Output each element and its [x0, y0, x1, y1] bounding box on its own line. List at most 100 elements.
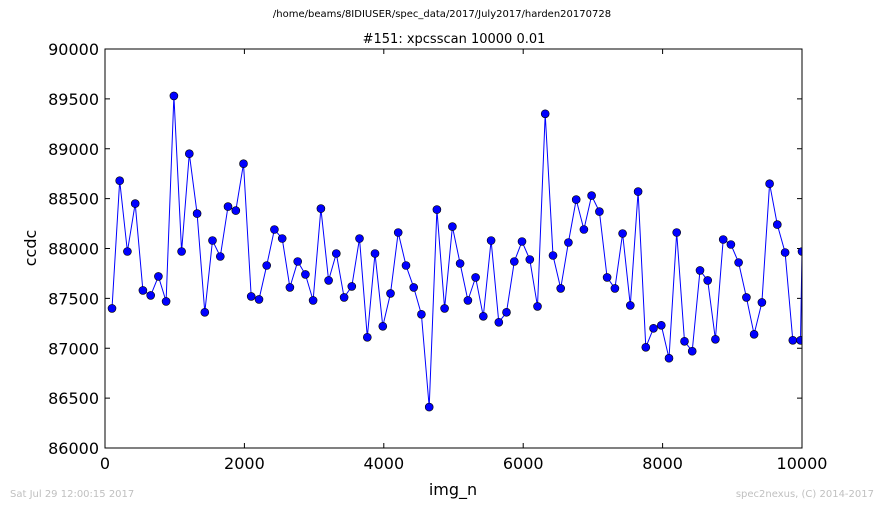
data-point: [401, 261, 411, 270]
data-point: [154, 272, 163, 281]
data-point: [478, 311, 488, 321]
data-point: [494, 317, 504, 327]
y-tick-label: 87500: [48, 289, 99, 308]
data-point: [370, 249, 380, 258]
x-axis-label: img_n: [429, 480, 477, 500]
data-point: [788, 335, 798, 345]
y-tick-label: 90000: [48, 40, 99, 59]
data-point: [463, 296, 473, 305]
data-point: [502, 307, 511, 317]
data-point: [331, 249, 341, 258]
data-point: [796, 336, 802, 345]
x-tick-label: 4000: [363, 454, 404, 473]
data-point: [517, 237, 527, 246]
data-point: [378, 321, 388, 331]
data-point: [649, 323, 658, 333]
data-point: [509, 257, 519, 266]
series-group: [107, 91, 802, 412]
data-point: [664, 353, 674, 363]
data-point: [293, 257, 303, 266]
data-point: [587, 191, 596, 200]
data-point: [161, 297, 171, 306]
data-point: [270, 225, 279, 234]
y-tick-label: 89000: [48, 140, 99, 159]
data-point: [308, 296, 318, 305]
data-point: [262, 261, 272, 270]
data-point: [533, 302, 542, 311]
tick-labels: 0 2000 4000 6000 8000 10000 86000 86500 87000 875…: [48, 40, 827, 473]
data-point: [687, 346, 697, 356]
data-point: [602, 273, 612, 282]
data-point: [424, 402, 434, 412]
data-point: [432, 205, 442, 214]
data-point: [347, 282, 357, 291]
data-point: [718, 235, 728, 244]
data-point: [595, 207, 604, 216]
figure-suptitle: /home/beams/8IDIUSER/spec_data/2017/July…: [272, 9, 612, 20]
data-point: [556, 284, 566, 293]
x-tick-label: 2000: [224, 454, 265, 473]
x-tick-label: 6000: [503, 454, 544, 473]
y-tick-label: 88000: [48, 240, 99, 259]
data-point: [618, 229, 627, 238]
data-point: [765, 179, 774, 188]
data-point: [757, 298, 767, 307]
data-point: [355, 234, 364, 243]
data-point: [107, 304, 117, 313]
data-point: [223, 202, 233, 211]
data-point: [146, 291, 155, 300]
plot-area: [107, 91, 802, 412]
chart-title: #151: xpcsscan 10000 0.01: [363, 32, 546, 47]
series-line: [111, 95, 802, 408]
data-point: [177, 247, 186, 256]
data-point: [703, 276, 713, 285]
data-point: [285, 283, 295, 292]
data-point: [362, 332, 372, 342]
data-point: [324, 276, 333, 285]
data-point: [749, 329, 759, 339]
data-point: [571, 195, 581, 204]
y-tick-label: 86500: [48, 389, 99, 408]
data-point: [486, 236, 496, 245]
data-point: [448, 222, 457, 231]
data-point: [246, 292, 256, 301]
data-point: [772, 220, 782, 229]
data-point: [115, 176, 124, 185]
data-point: [625, 301, 635, 310]
data-point: [525, 255, 535, 264]
data-point: [610, 284, 620, 293]
footer-credit: spec2nexus, (C) 2014-2017: [735, 489, 874, 500]
data-point: [742, 293, 751, 302]
data-point: [440, 304, 449, 313]
data-point: [734, 258, 743, 267]
data-point: [192, 209, 202, 218]
data-point: [680, 336, 689, 346]
data-point: [726, 240, 736, 249]
data-point: [797, 247, 802, 256]
data-point: [208, 236, 217, 245]
data-point: [393, 228, 403, 237]
data-point: [277, 234, 287, 243]
data-point: [417, 309, 426, 319]
data-point: [471, 273, 480, 282]
data-point: [130, 199, 140, 208]
data-point: [339, 293, 349, 302]
axis-ticks: [104, 48, 803, 449]
data-point: [564, 238, 573, 247]
data-point: [455, 259, 465, 268]
data-point: [200, 307, 210, 317]
data-point: [656, 320, 666, 330]
x-tick-label: 8000: [642, 454, 683, 473]
data-point: [386, 289, 395, 298]
data-point: [185, 149, 194, 158]
data-point: [672, 228, 682, 237]
data-point: [231, 206, 241, 215]
data-point: [138, 286, 148, 295]
data-point: [540, 109, 550, 119]
y-tick-label: 86000: [48, 439, 99, 458]
data-point: [254, 295, 264, 304]
data-point: [169, 91, 179, 101]
data-point: [633, 187, 643, 196]
data-point: [641, 342, 651, 352]
